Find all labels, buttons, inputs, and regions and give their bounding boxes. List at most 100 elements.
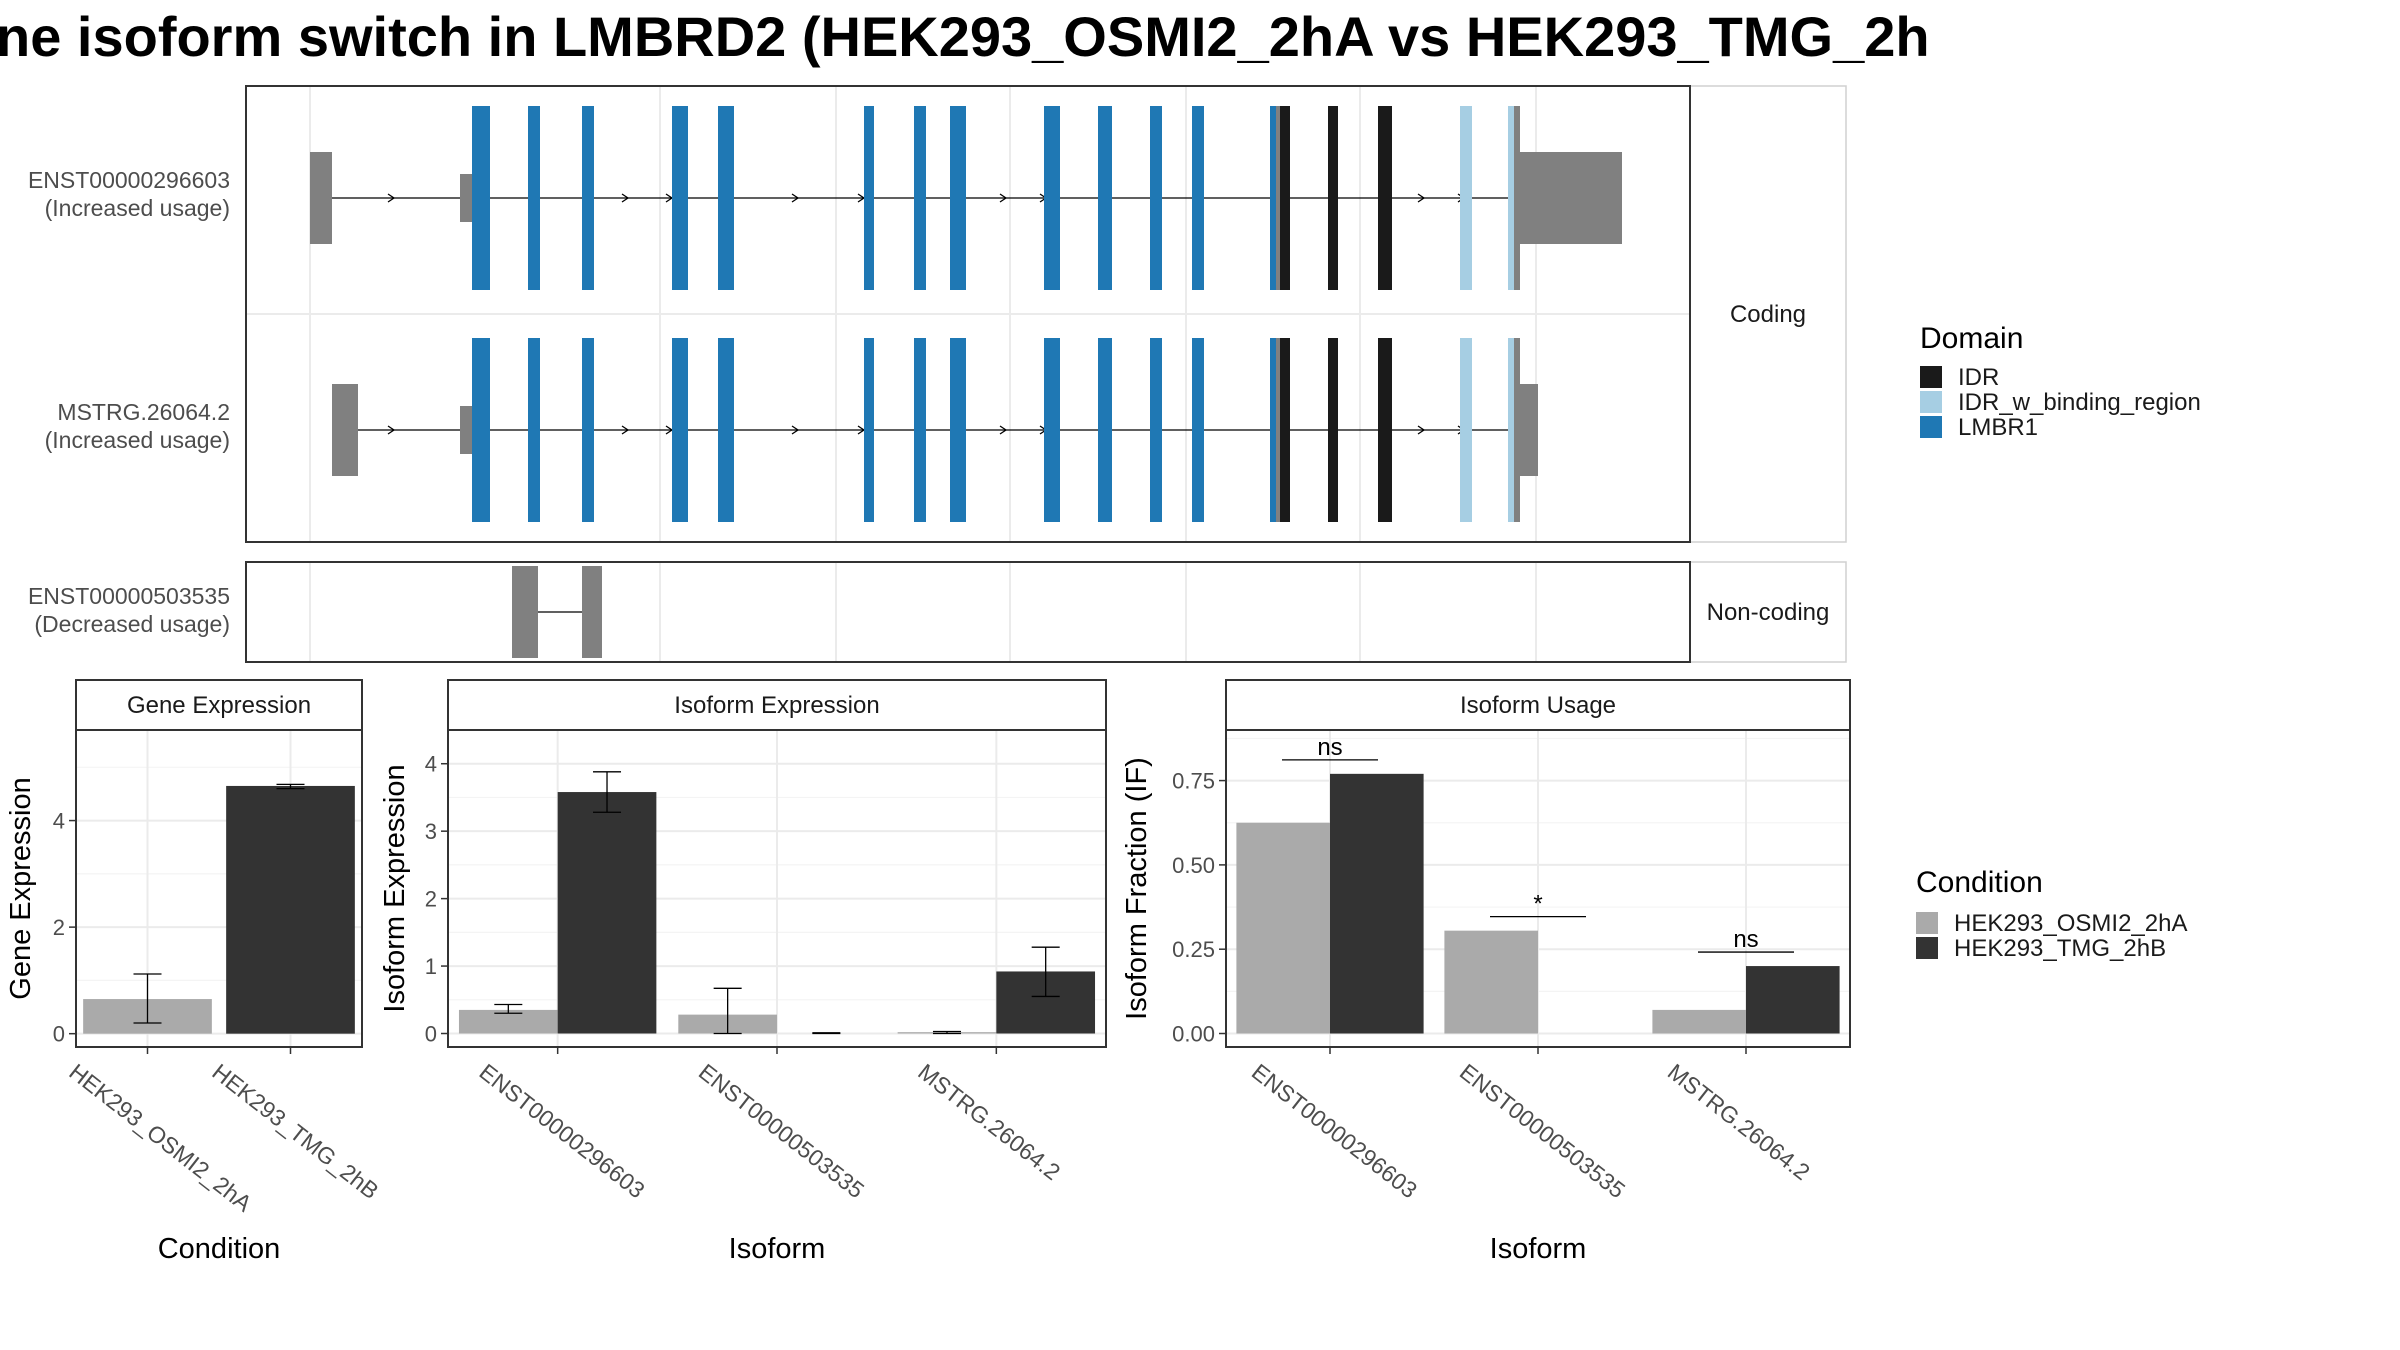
significance-label: * — [1533, 891, 1542, 918]
lmbr1-domain-exon — [472, 338, 490, 522]
x-tick-label: MSTRG.26064.2 — [913, 1058, 1065, 1185]
direction-arrow — [1417, 425, 1426, 435]
lmbr1-domain-exon — [914, 338, 926, 522]
panel-title: Gene Expression — [127, 692, 311, 719]
y-tick-label: 0 — [425, 1022, 437, 1047]
bar — [1652, 1009, 1746, 1034]
x-tick-label: ENST00000503535 — [1455, 1058, 1630, 1203]
lmbr1-domain-exon — [1044, 106, 1060, 290]
condition-legend-label: HEK293_OSMI2_2hA — [1954, 910, 2187, 937]
idr-domain-exon — [1328, 106, 1338, 290]
utr-exon — [460, 406, 474, 454]
lmbr1-domain-exon — [718, 106, 734, 290]
domain-legend-label: LMBR1 — [1958, 414, 2038, 441]
lmbr1-domain-exon — [1098, 338, 1112, 522]
x-tick-label: ENST00000503535 — [694, 1058, 869, 1203]
utr-exon — [1514, 338, 1520, 522]
domain-legend-swatch — [1920, 366, 1942, 388]
utr-exon — [1276, 338, 1282, 522]
y-tick-label: 2 — [425, 887, 437, 912]
noncoding-exon — [582, 566, 602, 658]
x-axis-title: Isoform — [729, 1233, 826, 1265]
idr-binding-exon — [1460, 338, 1472, 522]
transcript-id-label: MSTRG.26064.2 — [57, 399, 230, 425]
lmbr1-domain-exon — [950, 106, 966, 290]
bar — [1444, 930, 1538, 1034]
lmbr1-domain-exon — [672, 338, 688, 522]
y-tick-label: 4 — [425, 752, 437, 777]
bar — [557, 792, 657, 1034]
idr-domain-exon — [1378, 106, 1392, 290]
y-tick-label: 3 — [425, 819, 437, 844]
transcript-usage-label: (Increased usage) — [45, 427, 230, 453]
condition-legend-swatch — [1916, 912, 1938, 934]
y-tick-label: 1 — [425, 954, 437, 979]
y-tick-label: 0 — [53, 1022, 65, 1047]
panel-border — [75, 729, 363, 1048]
noncoding-panel-border — [245, 561, 1691, 663]
lmbr1-domain-exon — [528, 106, 540, 290]
gene-expression-panel: Gene Expression024HEK293_OSMI2_2hAHEK293… — [5, 679, 384, 1265]
direction-arrow — [621, 193, 630, 203]
y-axis-title: Gene Expression — [5, 777, 37, 999]
y-tick-label: 0.50 — [1172, 853, 1215, 878]
y-tick-label: 0.75 — [1172, 769, 1215, 794]
x-tick-label: ENST00000296603 — [475, 1058, 650, 1203]
y-tick-label: 0.25 — [1172, 937, 1215, 962]
coding-panel-border — [245, 85, 1691, 543]
bar — [1236, 822, 1330, 1034]
facet-strip — [1689, 561, 1847, 663]
lmbr1-domain-exon — [528, 338, 540, 522]
lmbr1-domain-exon — [914, 106, 926, 290]
utr-exon — [1520, 152, 1622, 244]
y-tick-label: 0.00 — [1172, 1022, 1215, 1047]
lmbr1-domain-exon — [864, 106, 874, 290]
idr-binding-exon — [1508, 338, 1516, 522]
direction-arrow — [621, 425, 630, 435]
panel-title: Isoform Expression — [674, 692, 879, 719]
x-axis-title: Isoform — [1490, 1233, 1587, 1265]
idr-domain-exon — [1378, 338, 1392, 522]
direction-arrow — [791, 193, 800, 203]
figure-title: ne isoform switch in LMBRD2 (HEK293_OSMI… — [0, 5, 1930, 68]
lmbr1-domain-exon — [1044, 338, 1060, 522]
x-axis-title: Condition — [158, 1233, 281, 1265]
utr-exon — [310, 152, 332, 244]
lmbr1-domain-exon — [864, 338, 874, 522]
bar — [1746, 966, 1840, 1034]
lmbr1-domain-exon — [582, 338, 594, 522]
lmbr1-domain-exon — [1192, 338, 1204, 522]
condition-legend-title: Condition — [1916, 866, 2043, 899]
significance-label: ns — [1317, 734, 1342, 761]
transcript-usage-label: (Increased usage) — [45, 195, 230, 221]
direction-arrow — [999, 425, 1008, 435]
facet-label-noncoding: Non-coding — [1707, 599, 1830, 626]
panel-title: Isoform Usage — [1460, 692, 1616, 719]
direction-arrow — [791, 425, 800, 435]
x-tick-label: ENST00000296603 — [1247, 1058, 1422, 1203]
idr-domain-exon — [1328, 338, 1338, 522]
bar — [458, 1009, 558, 1034]
direction-arrow — [999, 193, 1008, 203]
isoform-usage-panel: Isoform Usage ns * ns 0.00 0.25 0.50 0.75 ENST00… — [1121, 679, 1851, 1265]
lmbr1-domain-exon — [672, 106, 688, 290]
facet-strip — [1689, 85, 1847, 543]
lmbr1-domain-exon — [1192, 106, 1204, 290]
lmbr1-domain-exon — [1150, 106, 1162, 290]
lmbr1-domain-exon — [950, 338, 966, 522]
domain-legend-title: Domain — [1920, 322, 2023, 355]
bar — [1330, 773, 1424, 1034]
idr-domain-exon — [1280, 338, 1290, 522]
utr-exon — [1520, 384, 1538, 476]
lmbr1-domain-exon — [472, 106, 490, 290]
significance-label: ns — [1733, 926, 1758, 953]
bar — [226, 785, 355, 1034]
idr-binding-exon — [1508, 106, 1516, 290]
transcript-id-label: ENST00000503535 — [28, 583, 230, 609]
lmbr1-domain-exon — [1098, 106, 1112, 290]
utr-exon — [1276, 106, 1282, 290]
utr-exon — [332, 384, 358, 476]
facet-label-coding: Coding — [1730, 301, 1806, 328]
transcript-usage-label: (Decreased usage) — [34, 611, 230, 637]
